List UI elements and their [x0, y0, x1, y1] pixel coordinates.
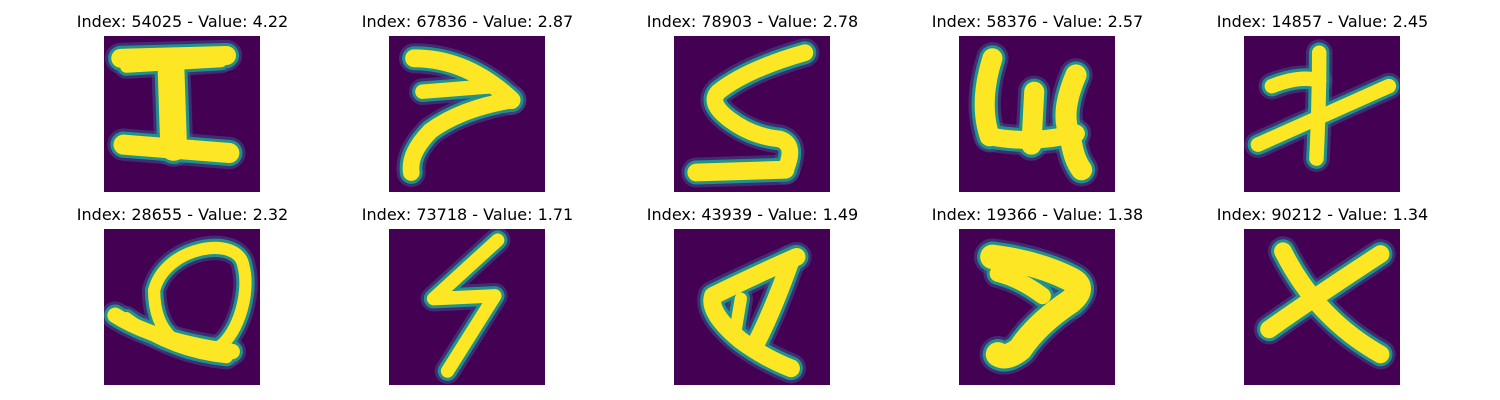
glyph-image	[104, 36, 260, 192]
image-panel: Index: 73718 - Value: 1.71	[325, 205, 610, 395]
glyph-stroke	[974, 48, 1003, 147]
glyph-stroke	[989, 265, 1051, 305]
glyph-4	[968, 42, 1099, 187]
image-panel: Index: 90212 - Value: 1.34	[1180, 205, 1465, 395]
image-panel: Index: 58376 - Value: 2.57	[895, 12, 1180, 202]
image-panel: Index: 67836 - Value: 2.87	[325, 12, 610, 202]
panel-title: Index: 90212 - Value: 1.34	[1216, 205, 1429, 224]
glyph-stroke	[1021, 81, 1045, 155]
glyph-S	[681, 38, 820, 188]
glyph-stroke	[687, 160, 795, 182]
glyph-image	[389, 229, 545, 385]
glyph-image	[1244, 36, 1400, 192]
glyph-image	[104, 229, 260, 385]
panel-title: Index: 14857 - Value: 2.45	[1216, 12, 1429, 31]
glyph-stroke	[729, 292, 747, 339]
image-panel: Index: 43939 - Value: 1.49	[610, 205, 895, 395]
glyph-stroke	[985, 289, 1083, 369]
image-panel: Index: 19366 - Value: 1.38	[895, 205, 1180, 395]
image-panel: Index: 28655 - Value: 2.32	[40, 205, 325, 395]
panel-title: Index: 78903 - Value: 2.78	[646, 12, 859, 31]
glyph-image	[389, 36, 545, 192]
glyph-image	[674, 229, 830, 385]
glyph-stroke	[113, 134, 240, 164]
image-panel: Index: 14857 - Value: 2.45	[1180, 12, 1465, 202]
glyph-stroke	[748, 250, 800, 350]
glyph-hook	[396, 43, 527, 187]
panel-title: Index: 73718 - Value: 1.71	[361, 205, 574, 224]
glyph-image	[959, 36, 1115, 192]
glyph-loop	[104, 235, 258, 370]
panel-title: Index: 67836 - Value: 2.87	[361, 12, 574, 31]
glyph-stroke	[1260, 245, 1390, 339]
glyph-A	[697, 241, 812, 384]
glyph-stroke	[120, 312, 233, 364]
glyph-stroke	[703, 247, 806, 378]
glyph-image	[1244, 229, 1400, 385]
image-panel: Index: 54025 - Value: 4.22	[40, 12, 325, 202]
glyph-zigzag	[420, 229, 511, 384]
glyph-stroke	[426, 233, 505, 378]
panel-title: Index: 54025 - Value: 4.22	[76, 12, 289, 31]
glyph-stroke	[402, 91, 520, 181]
image-panel: Index: 78903 - Value: 2.78	[610, 12, 895, 202]
glyph-stroke	[415, 78, 500, 99]
glyph-image	[959, 229, 1115, 385]
glyph-image	[674, 36, 830, 192]
glyph-stroke	[1274, 242, 1390, 364]
panel-title: Index: 28655 - Value: 2.32	[76, 205, 289, 224]
panel-title: Index: 19366 - Value: 1.38	[931, 205, 1144, 224]
glyph-I	[105, 39, 246, 170]
glyph-stroke	[157, 50, 188, 161]
glyph-crossed-seven	[1244, 39, 1400, 172]
glyph-stroke	[1250, 78, 1397, 152]
glyph-stroke	[706, 44, 814, 179]
glyph-stroke	[1055, 64, 1093, 181]
glyph-stroke	[405, 49, 521, 109]
glyph-stroke	[1309, 45, 1327, 166]
panel-title: Index: 43939 - Value: 1.49	[646, 205, 859, 224]
glyph-X	[1254, 236, 1396, 370]
panel-title: Index: 58376 - Value: 2.57	[931, 12, 1144, 31]
glyph-chevron	[974, 238, 1097, 375]
